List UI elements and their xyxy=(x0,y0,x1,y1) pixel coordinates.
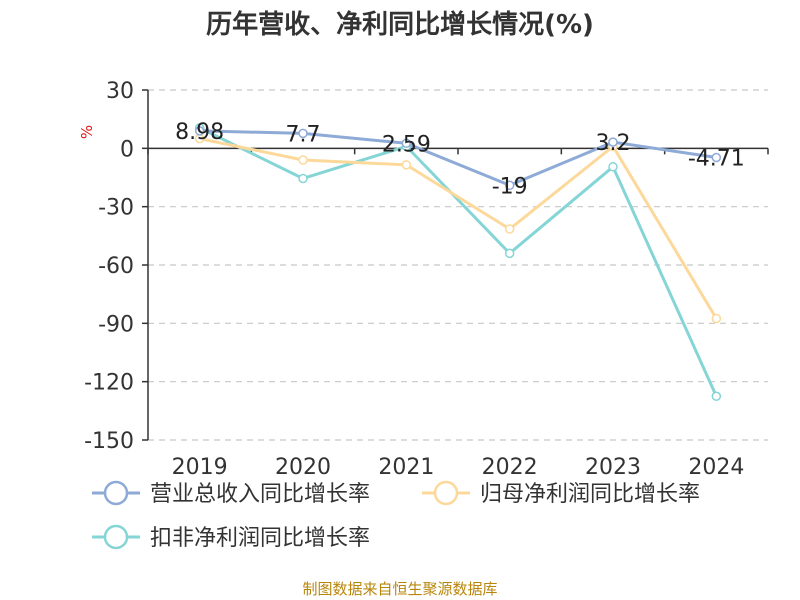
source-note: 制图数据来自恒生聚源数据库 xyxy=(302,580,498,598)
x-axis-ticks: 2019 2020 2021 2022 2023 2024 xyxy=(147,148,769,480)
data-point xyxy=(194,126,205,136)
data-label: 7.7 xyxy=(286,122,321,147)
legend-label: 扣非净利润同比增长率 xyxy=(150,526,370,551)
data-label: 8.98 xyxy=(175,120,224,145)
data-label: 2.59 xyxy=(382,132,431,157)
y-tick-label: 30 xyxy=(106,79,134,104)
data-point xyxy=(711,391,722,401)
x-tick-label: 2019 xyxy=(172,455,228,480)
y-tick-label: 0 xyxy=(120,137,134,162)
data-point xyxy=(711,313,722,324)
data-point xyxy=(401,138,412,149)
series-lines xyxy=(194,123,722,401)
grid xyxy=(148,89,768,441)
y-tick-label: -150 xyxy=(84,429,134,454)
y-tick-label: -120 xyxy=(84,371,134,396)
x-tick-label: 2022 xyxy=(482,455,538,480)
legend-marker xyxy=(433,480,459,506)
data-point xyxy=(298,128,308,139)
x-tick-label: 2023 xyxy=(585,455,641,480)
data-point xyxy=(401,160,412,170)
data-label: -19 xyxy=(492,174,528,199)
data-label: 3.2 xyxy=(596,131,631,156)
data-point xyxy=(298,155,308,165)
data-point xyxy=(298,173,308,184)
legend-item: 归母净利润同比增长率 xyxy=(422,480,700,507)
data-point xyxy=(504,180,515,191)
x-tick-label: 2021 xyxy=(378,455,434,480)
series-line xyxy=(199,126,718,397)
data-label: -4.71 xyxy=(688,146,745,171)
data-point xyxy=(711,152,722,163)
y-axis-unit: % xyxy=(78,125,96,139)
legend-label: 归母净利润同比增长率 xyxy=(480,482,700,507)
legend-marker xyxy=(103,524,129,550)
legend-marker xyxy=(103,480,129,506)
chart-title: 历年营收、净利同比增长情况(%) xyxy=(206,10,594,40)
legend-label: 营业总收入同比增长率 xyxy=(150,482,370,507)
legend-item: 营业总收入同比增长率 xyxy=(92,480,370,507)
data-point xyxy=(608,162,618,172)
y-axis-ticks: 30 0 -30 -60 -90 -120 -150 xyxy=(84,79,148,454)
x-tick-label: 2020 xyxy=(275,455,331,480)
y-tick-label: -30 xyxy=(98,196,134,221)
x-tick-label: 2024 xyxy=(688,455,744,480)
series-line xyxy=(199,129,717,187)
legend-item: 扣非净利润同比增长率 xyxy=(92,524,370,551)
data-labels: 8.98 7.7 2.59 -19 3.2 -4.71 xyxy=(175,120,745,199)
y-tick-label: -90 xyxy=(98,312,134,337)
series-line xyxy=(199,137,718,320)
data-point xyxy=(608,137,618,147)
data-point xyxy=(504,224,515,234)
data-point xyxy=(504,248,515,259)
y-tick-label: -60 xyxy=(98,254,134,279)
